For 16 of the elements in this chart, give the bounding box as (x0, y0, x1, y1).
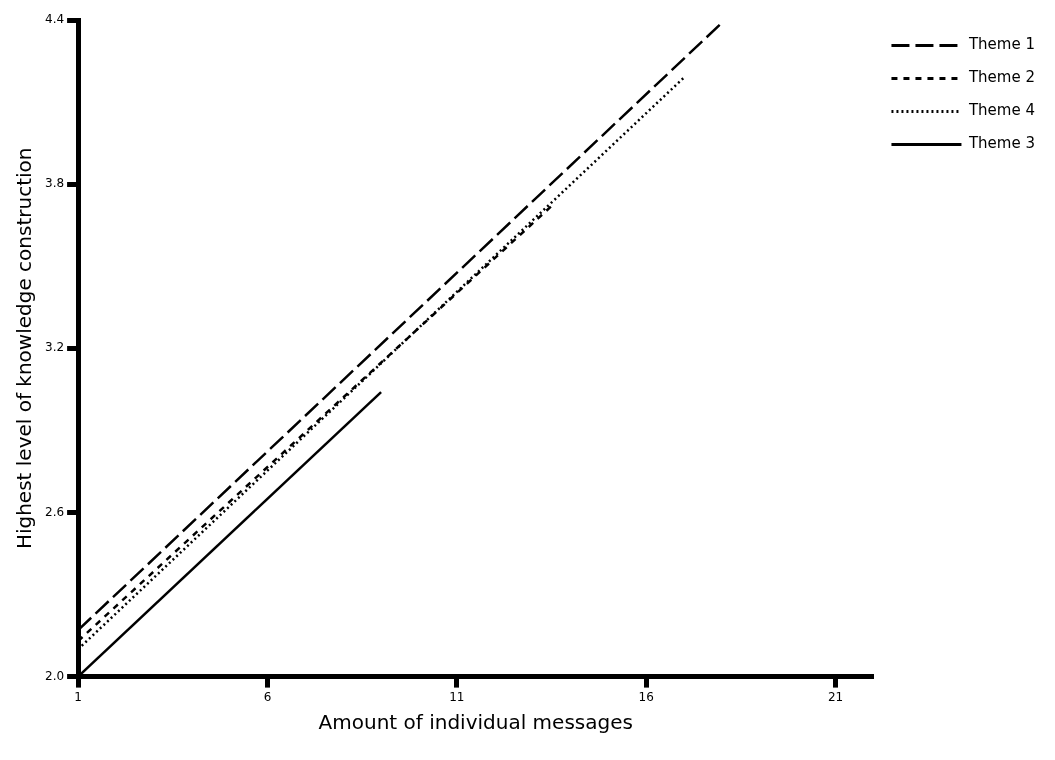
x-tick-label: 16 (638, 689, 654, 704)
legend-label: Theme 2 (967, 68, 1036, 87)
x-tick-label: 21 (827, 689, 844, 704)
legend-label: Theme 1 (967, 35, 1036, 54)
y-tick-label: 2.0 (44, 668, 65, 683)
y-tick-label: 2.6 (44, 504, 65, 519)
x-tick-label: 6 (263, 689, 272, 704)
x-tick-label: 11 (449, 689, 465, 704)
y-tick-label: 4.4 (44, 12, 65, 27)
y-axis-title: Highest level of knowledge construction (12, 147, 37, 550)
x-axis-title: Amount of individual messages (318, 710, 633, 735)
legend-label: Theme 3 (967, 134, 1036, 153)
x-tick-label: 1 (74, 689, 82, 704)
y-tick-label: 3.2 (44, 340, 65, 355)
legend-label: Theme 4 (967, 101, 1036, 120)
y-tick-label: 3.8 (44, 176, 65, 191)
